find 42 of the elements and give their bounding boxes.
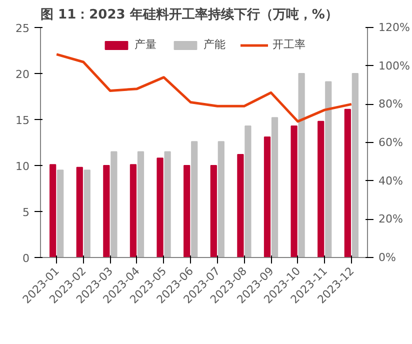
bar — [191, 141, 198, 258]
legend-label: 产能 — [204, 37, 226, 52]
bar — [298, 73, 305, 258]
y2-tick-label: 60% — [378, 136, 403, 149]
chart-title: 图 11：2023 年硅料开工率持续下行（万吨，%） — [40, 6, 338, 22]
bar — [50, 164, 56, 258]
bar — [184, 165, 190, 258]
bar — [271, 117, 278, 258]
legend-label: 开工率 — [272, 37, 306, 52]
y2-tick-label: 40% — [378, 174, 403, 188]
bar — [244, 125, 252, 258]
bar — [57, 170, 64, 258]
bar — [210, 165, 217, 258]
y-tick-label: 25 — [16, 22, 30, 35]
bar — [164, 151, 171, 258]
bar — [137, 151, 144, 258]
y-tick-label: 5 — [22, 206, 30, 219]
y-tick-label: 0 — [22, 252, 30, 265]
bar — [103, 165, 110, 258]
y2-tick-label: 120% — [378, 21, 410, 34]
bar — [130, 164, 137, 258]
y-tick-label: 15 — [16, 114, 30, 127]
bar — [237, 154, 244, 258]
y2-tick-label: 80% — [378, 98, 403, 111]
y-tick-label: 20 — [16, 68, 30, 81]
bar — [156, 158, 164, 258]
bar — [352, 73, 358, 258]
bar — [76, 166, 83, 258]
y2-tick-label: 0% — [378, 251, 396, 264]
line-series — [55, 53, 353, 123]
y-tick-label: 10 — [16, 160, 30, 173]
bar — [218, 141, 224, 258]
bar — [325, 81, 332, 258]
bar — [290, 125, 298, 258]
bar — [318, 120, 324, 258]
legend-label: 产量 — [134, 37, 156, 52]
bar — [344, 108, 351, 258]
y2-tick-label: 100% — [378, 59, 410, 72]
bar — [264, 136, 271, 258]
bar — [110, 151, 118, 258]
bar — [84, 170, 90, 258]
y2-tick-label: 20% — [378, 212, 403, 226]
